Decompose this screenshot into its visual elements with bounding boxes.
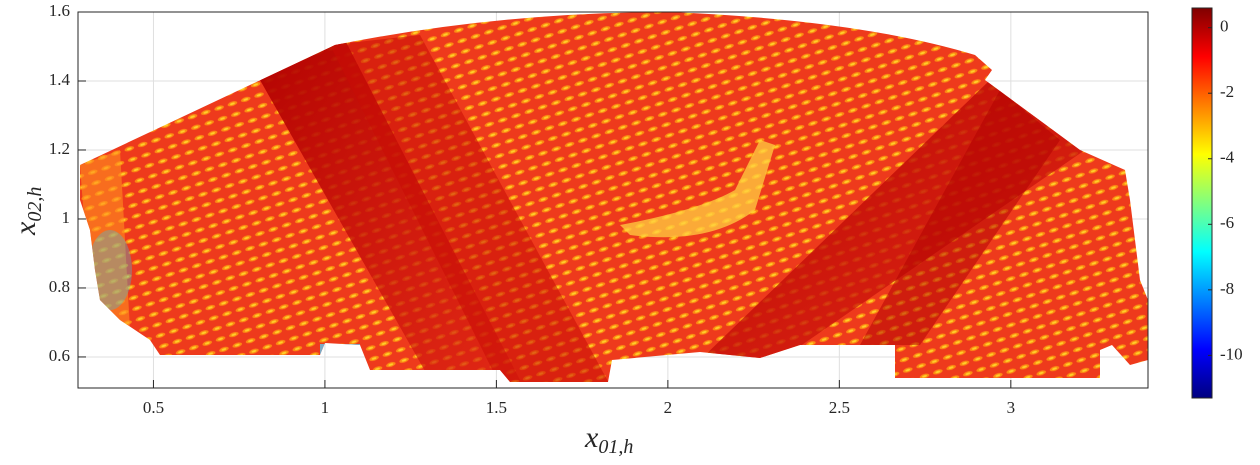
colorbar-tick-label: -4 — [1220, 148, 1235, 167]
x-label-sub: 01,h — [598, 436, 633, 458]
y-tick-label: 1.6 — [49, 1, 70, 20]
colorbar-tick-label: -6 — [1220, 213, 1234, 232]
axes: 0.5 1 1.5 2 2.5 3 0.6 0.8 1 1.2 1.4 1.6 — [49, 1, 1015, 417]
x-tick-label: 2 — [664, 398, 673, 417]
colorbar: -10 -8 -6 -4 -2 0 — [1191, 7, 1243, 399]
y-label-base: x — [9, 221, 42, 236]
y-tick-label: 1.4 — [49, 70, 71, 89]
x-axis-label: x01,h — [584, 421, 633, 458]
x-tick-label: 0.5 — [143, 398, 164, 417]
plot-frame — [77, 11, 1149, 389]
x-tick-label: 1.5 — [486, 398, 507, 417]
x-tick-label: 1 — [321, 398, 330, 417]
colorbar-tick-label: -8 — [1220, 279, 1234, 298]
colorbar-tick-label: 0 — [1220, 17, 1229, 36]
y-tick-label: 0.8 — [49, 277, 70, 296]
x-tick-label: 3 — [1007, 398, 1016, 417]
colorbar-scale — [1191, 7, 1213, 399]
colorbar-tick-label: -10 — [1220, 344, 1243, 363]
colorbar-tick-label: -2 — [1220, 82, 1234, 101]
y-axis-label: x02,h — [9, 187, 46, 236]
heatmap-field — [80, 12, 1148, 382]
x-label-base: x — [584, 421, 599, 454]
y-label-sub: 02,h — [24, 187, 46, 222]
y-tick-label: 0.6 — [49, 346, 70, 365]
x-tick-label: 2.5 — [829, 398, 850, 417]
y-tick-label: 1.2 — [49, 139, 70, 158]
y-tick-label: 1 — [62, 208, 71, 227]
